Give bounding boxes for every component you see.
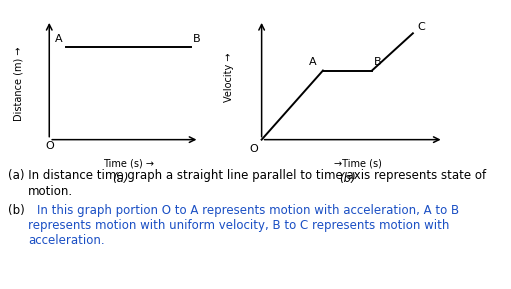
Text: represents motion with uniform velocity, B to C represents motion with: represents motion with uniform velocity,… [28,219,450,232]
Text: Velocity →: Velocity → [224,52,234,102]
Text: O: O [45,141,54,151]
Text: B: B [374,57,382,66]
Text: motion.: motion. [28,185,73,198]
Text: (a): (a) [112,172,128,185]
Text: (a) In distance time graph a straight line parallel to time axis represents stat: (a) In distance time graph a straight li… [8,169,486,182]
Text: C: C [417,22,425,32]
Text: Time (s) →: Time (s) → [103,158,154,168]
Text: (b): (b) [8,204,25,217]
Text: →Time (s): →Time (s) [334,158,382,168]
Text: In this graph portion O to A represents motion with acceleration, A to B: In this graph portion O to A represents … [37,204,459,217]
Text: B: B [193,34,200,44]
Text: A: A [309,57,317,66]
Text: acceleration.: acceleration. [28,234,105,247]
Text: (b): (b) [339,172,356,185]
Text: A: A [55,34,63,44]
Text: Distance (m) →: Distance (m) → [14,47,24,121]
Text: O: O [249,144,258,154]
